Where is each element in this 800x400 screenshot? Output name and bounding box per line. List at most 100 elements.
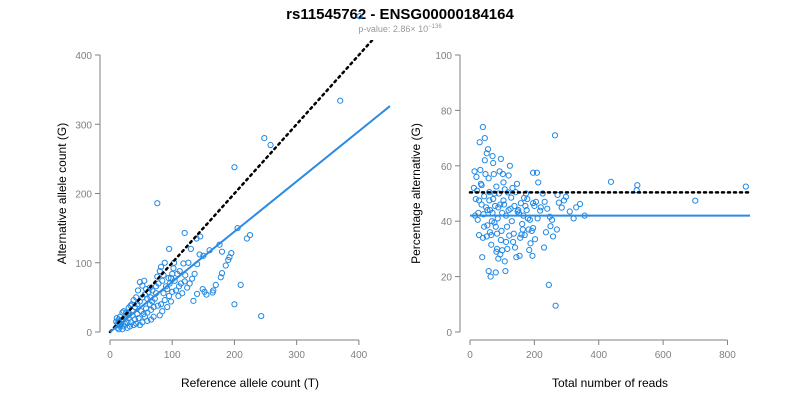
data-point — [490, 171, 497, 178]
data-point — [692, 197, 699, 204]
data-point — [470, 184, 477, 192]
data-point — [115, 326, 122, 333]
data-point — [537, 204, 544, 211]
data-point — [501, 201, 508, 208]
data-point — [471, 168, 478, 175]
data-point — [540, 244, 548, 251]
data-point — [156, 312, 163, 319]
data-point — [484, 207, 491, 214]
data-point — [203, 291, 210, 298]
data-point — [169, 288, 176, 295]
data-point — [492, 202, 499, 210]
data-point — [546, 213, 553, 220]
data-point — [172, 287, 180, 294]
data-point — [337, 97, 344, 104]
data-point — [170, 265, 177, 272]
data-point — [217, 274, 224, 281]
data-point — [505, 172, 512, 179]
data-point — [478, 182, 485, 189]
data-point — [498, 227, 505, 234]
data-point — [544, 205, 551, 212]
data-point — [243, 235, 250, 242]
data-point — [165, 274, 172, 282]
data-point — [484, 222, 491, 229]
data-point — [473, 173, 480, 180]
data-point — [209, 289, 216, 296]
data-point — [497, 236, 504, 244]
data-point — [164, 303, 171, 311]
data-point — [483, 150, 490, 157]
x-tick-label: 200 — [226, 350, 243, 361]
data-point — [472, 195, 479, 203]
data-point — [511, 244, 519, 251]
data-point — [485, 175, 492, 182]
data-point — [489, 153, 496, 160]
x-tick-label: 0 — [107, 350, 113, 361]
data-point — [190, 297, 197, 304]
fit-line — [109, 105, 391, 333]
data-point — [479, 254, 486, 261]
data-point — [157, 263, 165, 271]
trend-lines — [108, 40, 391, 334]
data-point — [130, 321, 137, 329]
data-point — [231, 301, 238, 308]
subtitle-pvalue: p-value: 2.86× 10 — [358, 24, 429, 34]
x-tick-label: 600 — [655, 350, 672, 361]
data-point — [185, 259, 192, 266]
data-point — [484, 146, 492, 153]
data-point — [496, 168, 503, 175]
data-point — [218, 270, 226, 277]
data-point — [547, 223, 554, 230]
data-point — [576, 200, 584, 208]
y-tick-label: 200 — [75, 190, 92, 201]
data-point — [607, 178, 615, 185]
x-tick-label: 400 — [351, 350, 368, 361]
data-point — [181, 229, 188, 237]
data-point — [513, 180, 521, 187]
data-points — [113, 13, 363, 333]
data-point — [529, 169, 537, 176]
data-point — [189, 275, 196, 282]
plot-panel-1: 0 100 200 300 400 0 100 200 300 400 Reference alle… — [55, 13, 391, 390]
data-point — [500, 197, 507, 204]
data-point — [231, 164, 238, 171]
data-point — [482, 171, 489, 178]
y-tick-label: 20 — [441, 273, 453, 284]
data-point — [526, 216, 533, 223]
data-point — [486, 229, 494, 236]
data-point — [481, 157, 488, 164]
data-point — [475, 231, 483, 239]
data-point — [502, 238, 510, 246]
data-point — [149, 287, 156, 294]
data-point — [501, 186, 508, 193]
data-point — [182, 272, 189, 279]
x-axis-label: Total number of reads — [552, 376, 668, 390]
x-tick-label: 200 — [526, 350, 543, 361]
x-tick-label: 800 — [719, 350, 736, 361]
data-point — [160, 290, 167, 297]
data-point — [504, 245, 511, 252]
data-point — [177, 280, 185, 287]
x-tick-label: 100 — [164, 350, 181, 361]
x-tick-label: 0 — [467, 350, 473, 361]
data-point — [481, 135, 488, 142]
data-point — [196, 251, 203, 258]
data-point — [222, 262, 229, 269]
data-point — [526, 246, 533, 254]
data-point — [475, 197, 483, 204]
data-point — [508, 194, 515, 201]
data-point — [136, 279, 143, 286]
data-point — [573, 204, 580, 211]
data-point — [517, 234, 524, 241]
data-point — [261, 135, 268, 142]
data-point — [529, 252, 536, 259]
data-point — [554, 191, 561, 198]
data-point — [742, 183, 749, 190]
x-tick-label: 400 — [590, 350, 607, 361]
data-point — [486, 189, 493, 196]
data-point — [166, 280, 173, 287]
data-point — [147, 306, 155, 313]
y-axis-label: Alternative allele count (G) — [55, 123, 69, 264]
subtitle-exponent: −136 — [428, 24, 442, 30]
data-point — [510, 238, 517, 246]
